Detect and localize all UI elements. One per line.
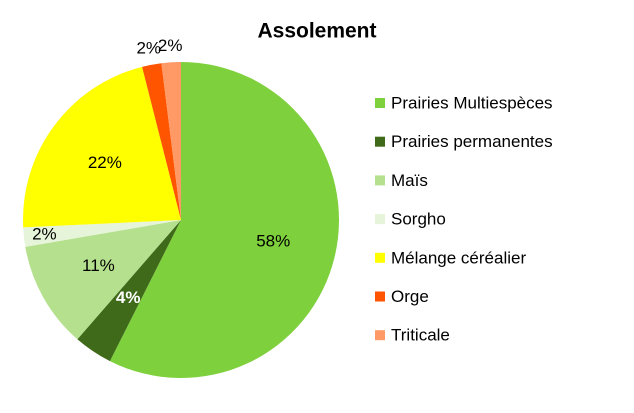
legend-swatch	[375, 252, 385, 263]
legend-swatch	[375, 136, 385, 147]
data-label: 58%	[256, 231, 290, 250]
legend-swatch	[375, 175, 385, 186]
legend-label: Orge	[391, 287, 429, 306]
legend-label: Sorgho	[391, 210, 446, 229]
data-label: 2%	[136, 39, 161, 58]
legend-swatch	[375, 214, 385, 225]
chart-title: Assolement	[257, 20, 376, 43]
data-label: 22%	[88, 153, 122, 172]
pie-slice	[25, 220, 181, 340]
data-label: 11%	[82, 256, 115, 275]
legend-label: Maïs	[391, 171, 428, 190]
pie-slice	[161, 62, 181, 220]
data-label: 2%	[158, 36, 183, 55]
legend-swatch	[375, 291, 385, 302]
pie-slice	[23, 66, 181, 228]
legend-label: Triticale	[391, 326, 450, 345]
legend-swatch	[375, 98, 385, 108]
pie-slice	[23, 220, 182, 247]
pie-slice	[142, 63, 181, 220]
pie-slice	[109, 62, 339, 378]
legend-label: Mélange céréalier	[391, 248, 526, 267]
legend-swatch	[375, 330, 385, 341]
legend-label: Prairies permanentes	[391, 132, 553, 151]
pie-slice	[77, 220, 181, 362]
data-label: 4%	[116, 288, 141, 307]
data-label: 2%	[32, 224, 57, 243]
legend-label: Prairies Multiespèces	[391, 93, 553, 112]
